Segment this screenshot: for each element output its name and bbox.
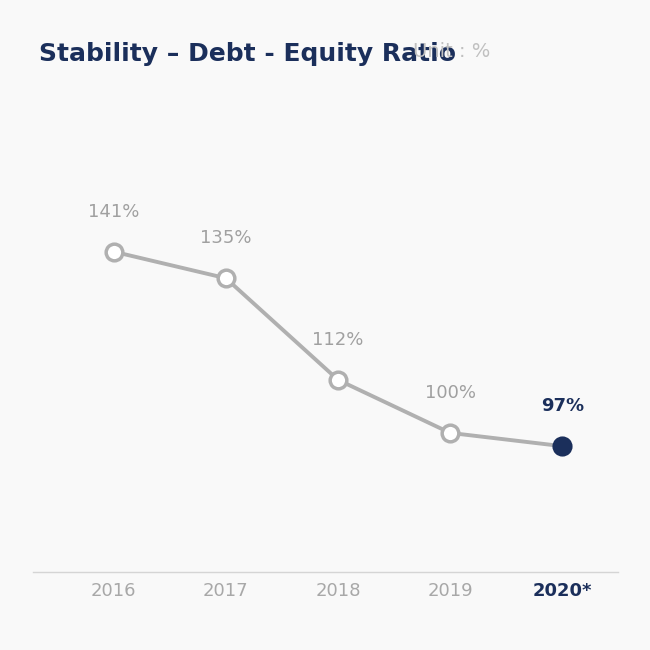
Text: 112%: 112% [312,331,364,349]
Text: 2016: 2016 [91,582,136,600]
Text: 2018: 2018 [315,582,361,600]
Text: 135%: 135% [200,229,252,247]
Text: 2019: 2019 [427,582,473,600]
Text: 97%: 97% [541,397,584,415]
Text: Stability – Debt - Equity Ratio: Stability – Debt - Equity Ratio [39,42,456,66]
Text: 2017: 2017 [203,582,249,600]
Text: Unit : %: Unit : % [413,42,490,61]
Text: 100%: 100% [424,384,476,402]
Text: 141%: 141% [88,203,139,221]
Text: 2020*: 2020* [532,582,592,600]
